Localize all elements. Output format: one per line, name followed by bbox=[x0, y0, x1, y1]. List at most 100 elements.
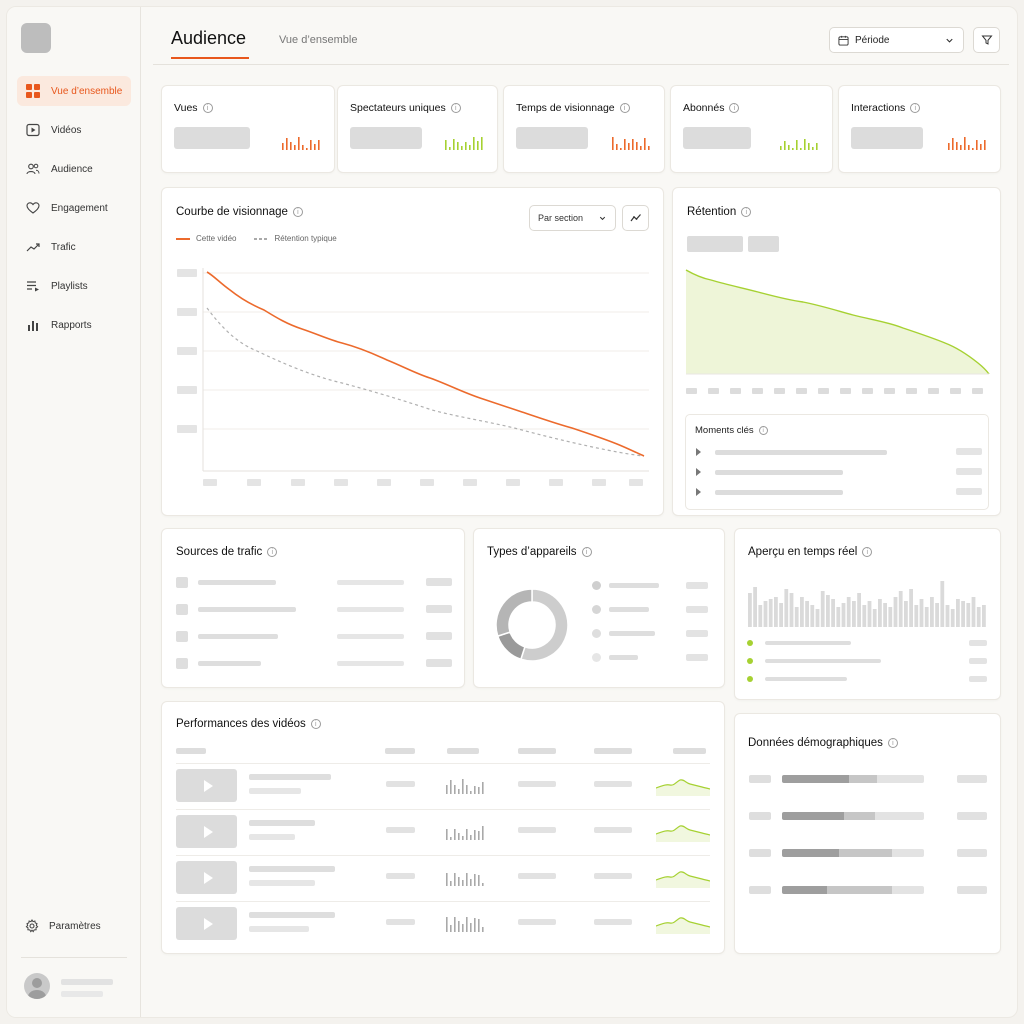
mini-bar bbox=[482, 826, 484, 840]
key-moment-row[interactable] bbox=[696, 488, 982, 496]
chart-type-button[interactable] bbox=[622, 205, 649, 231]
sparkline-bar bbox=[445, 140, 447, 150]
sidebar-item-label: Vidéos bbox=[51, 124, 82, 136]
device-legend-row[interactable] bbox=[592, 604, 708, 615]
info-icon[interactable]: i bbox=[202, 103, 213, 113]
video-row[interactable] bbox=[176, 855, 710, 901]
x-tick-placeholder bbox=[774, 388, 785, 394]
sidebar-item-engagement[interactable]: Engagement bbox=[17, 193, 131, 223]
trend-area bbox=[656, 871, 710, 888]
avatar[interactable] bbox=[24, 973, 50, 999]
traffic-source-row[interactable] bbox=[176, 577, 452, 588]
sparkline-bar bbox=[952, 138, 954, 150]
kpi-card-views[interactable]: Vues i bbox=[161, 85, 335, 173]
device-legend-row[interactable] bbox=[592, 580, 708, 591]
kpi-card-interactions[interactable]: Interactions i bbox=[838, 85, 1001, 173]
sparkline-bar bbox=[612, 137, 614, 150]
video-meta-placeholder bbox=[249, 880, 315, 886]
mini-bar bbox=[474, 874, 476, 886]
age-label-placeholder bbox=[749, 775, 771, 783]
sidebar-item-overview[interactable]: Vue d’ensemble bbox=[17, 76, 131, 106]
sparkline-bar bbox=[318, 140, 320, 150]
info-icon[interactable]: i bbox=[862, 547, 873, 557]
video-thumbnail[interactable] bbox=[176, 907, 237, 940]
info-icon[interactable]: i bbox=[267, 547, 278, 557]
info-icon[interactable]: i bbox=[729, 103, 740, 113]
x-tick-placeholder bbox=[463, 479, 477, 486]
filter-button[interactable] bbox=[973, 27, 1000, 53]
traffic-source-row[interactable] bbox=[176, 658, 452, 669]
period-select[interactable]: Période bbox=[829, 27, 964, 53]
demographic-value-placeholder bbox=[957, 886, 987, 894]
sidebar-item-settings[interactable]: Paramètres bbox=[25, 919, 101, 933]
info-icon[interactable]: i bbox=[741, 207, 752, 217]
realtime-row bbox=[747, 639, 987, 647]
traffic-source-row[interactable] bbox=[176, 604, 452, 615]
video-thumbnail[interactable] bbox=[176, 815, 237, 848]
video-title-placeholder bbox=[249, 866, 335, 872]
realtime-bar bbox=[893, 597, 898, 627]
legend-swatch-typical bbox=[254, 237, 269, 240]
kpi-value-placeholder bbox=[174, 127, 250, 149]
this-video-line bbox=[206, 271, 645, 457]
info-icon[interactable]: i bbox=[581, 547, 592, 557]
sidebar-item-reports[interactable]: Rapports bbox=[17, 310, 131, 340]
kpi-card-unique-viewers[interactable]: Spectateurs uniques i bbox=[337, 85, 498, 173]
bar-segment bbox=[877, 775, 924, 783]
kpi-title: Abonnés i bbox=[683, 102, 740, 114]
play-icon bbox=[203, 779, 213, 792]
info-icon[interactable]: i bbox=[887, 738, 898, 748]
info-icon[interactable]: i bbox=[450, 103, 461, 113]
demographic-bar bbox=[782, 775, 924, 783]
card-title: Performances des vidéos i bbox=[176, 718, 321, 730]
sidebar-item-traffic[interactable]: Trafic bbox=[17, 232, 131, 262]
x-tick-placeholder bbox=[972, 388, 983, 394]
sparkline-bar bbox=[956, 142, 958, 150]
device-legend-row[interactable] bbox=[592, 628, 708, 639]
sidebar-item-audience[interactable]: Audience bbox=[17, 154, 131, 184]
device-legend-row[interactable] bbox=[592, 652, 708, 663]
video-row[interactable] bbox=[176, 901, 710, 947]
mini-bar bbox=[450, 837, 452, 840]
video-thumbnail[interactable] bbox=[176, 769, 237, 802]
key-moment-row[interactable] bbox=[696, 448, 982, 456]
video-row[interactable] bbox=[176, 809, 710, 855]
info-icon[interactable]: i bbox=[910, 103, 921, 113]
key-moment-row[interactable] bbox=[696, 468, 982, 476]
demographic-value-placeholder bbox=[957, 812, 987, 820]
realtime-bar bbox=[982, 605, 986, 627]
source-label-placeholder bbox=[198, 661, 261, 666]
card-title: Rétention i bbox=[687, 206, 752, 218]
info-icon[interactable]: i bbox=[758, 426, 768, 435]
sparkline-bar bbox=[644, 138, 646, 150]
sparkline-bar bbox=[469, 145, 471, 150]
sidebar-item-videos[interactable]: Vidéos bbox=[17, 115, 131, 145]
realtime-bar bbox=[815, 609, 820, 627]
age-label-placeholder bbox=[749, 849, 771, 857]
sidebar-item-playlists[interactable]: Playlists bbox=[17, 271, 131, 301]
sparkline-bar bbox=[449, 147, 451, 150]
column-header-placeholder bbox=[673, 748, 706, 754]
y-tick-placeholder bbox=[177, 347, 197, 355]
kpi-card-subscribers[interactable]: Abonnés i bbox=[670, 85, 833, 173]
realtime-bar bbox=[784, 589, 789, 627]
info-icon[interactable]: i bbox=[310, 719, 321, 729]
section-select[interactable]: Par section bbox=[529, 205, 616, 231]
x-tick-placeholder bbox=[377, 479, 391, 486]
realtime-bar bbox=[836, 607, 841, 627]
sparkline-bar bbox=[968, 145, 970, 150]
video-thumbnail[interactable] bbox=[176, 861, 237, 894]
video-row[interactable] bbox=[176, 763, 710, 809]
realtime-bar bbox=[826, 595, 830, 627]
mini-bar bbox=[458, 789, 460, 794]
tab-overview[interactable]: Vue d’ensemble bbox=[279, 34, 358, 46]
realtime-value-placeholder bbox=[969, 640, 987, 646]
traffic-source-row[interactable] bbox=[176, 631, 452, 642]
info-icon[interactable]: i bbox=[292, 207, 303, 217]
legend-label: Rétention typique bbox=[274, 234, 337, 243]
kpi-card-watch-time[interactable]: Temps de visionnage i bbox=[503, 85, 665, 173]
info-icon[interactable]: i bbox=[619, 103, 630, 113]
age-label-placeholder bbox=[749, 886, 771, 894]
kpi-label: Temps de visionnage bbox=[516, 102, 615, 114]
app-logo[interactable] bbox=[21, 23, 51, 53]
